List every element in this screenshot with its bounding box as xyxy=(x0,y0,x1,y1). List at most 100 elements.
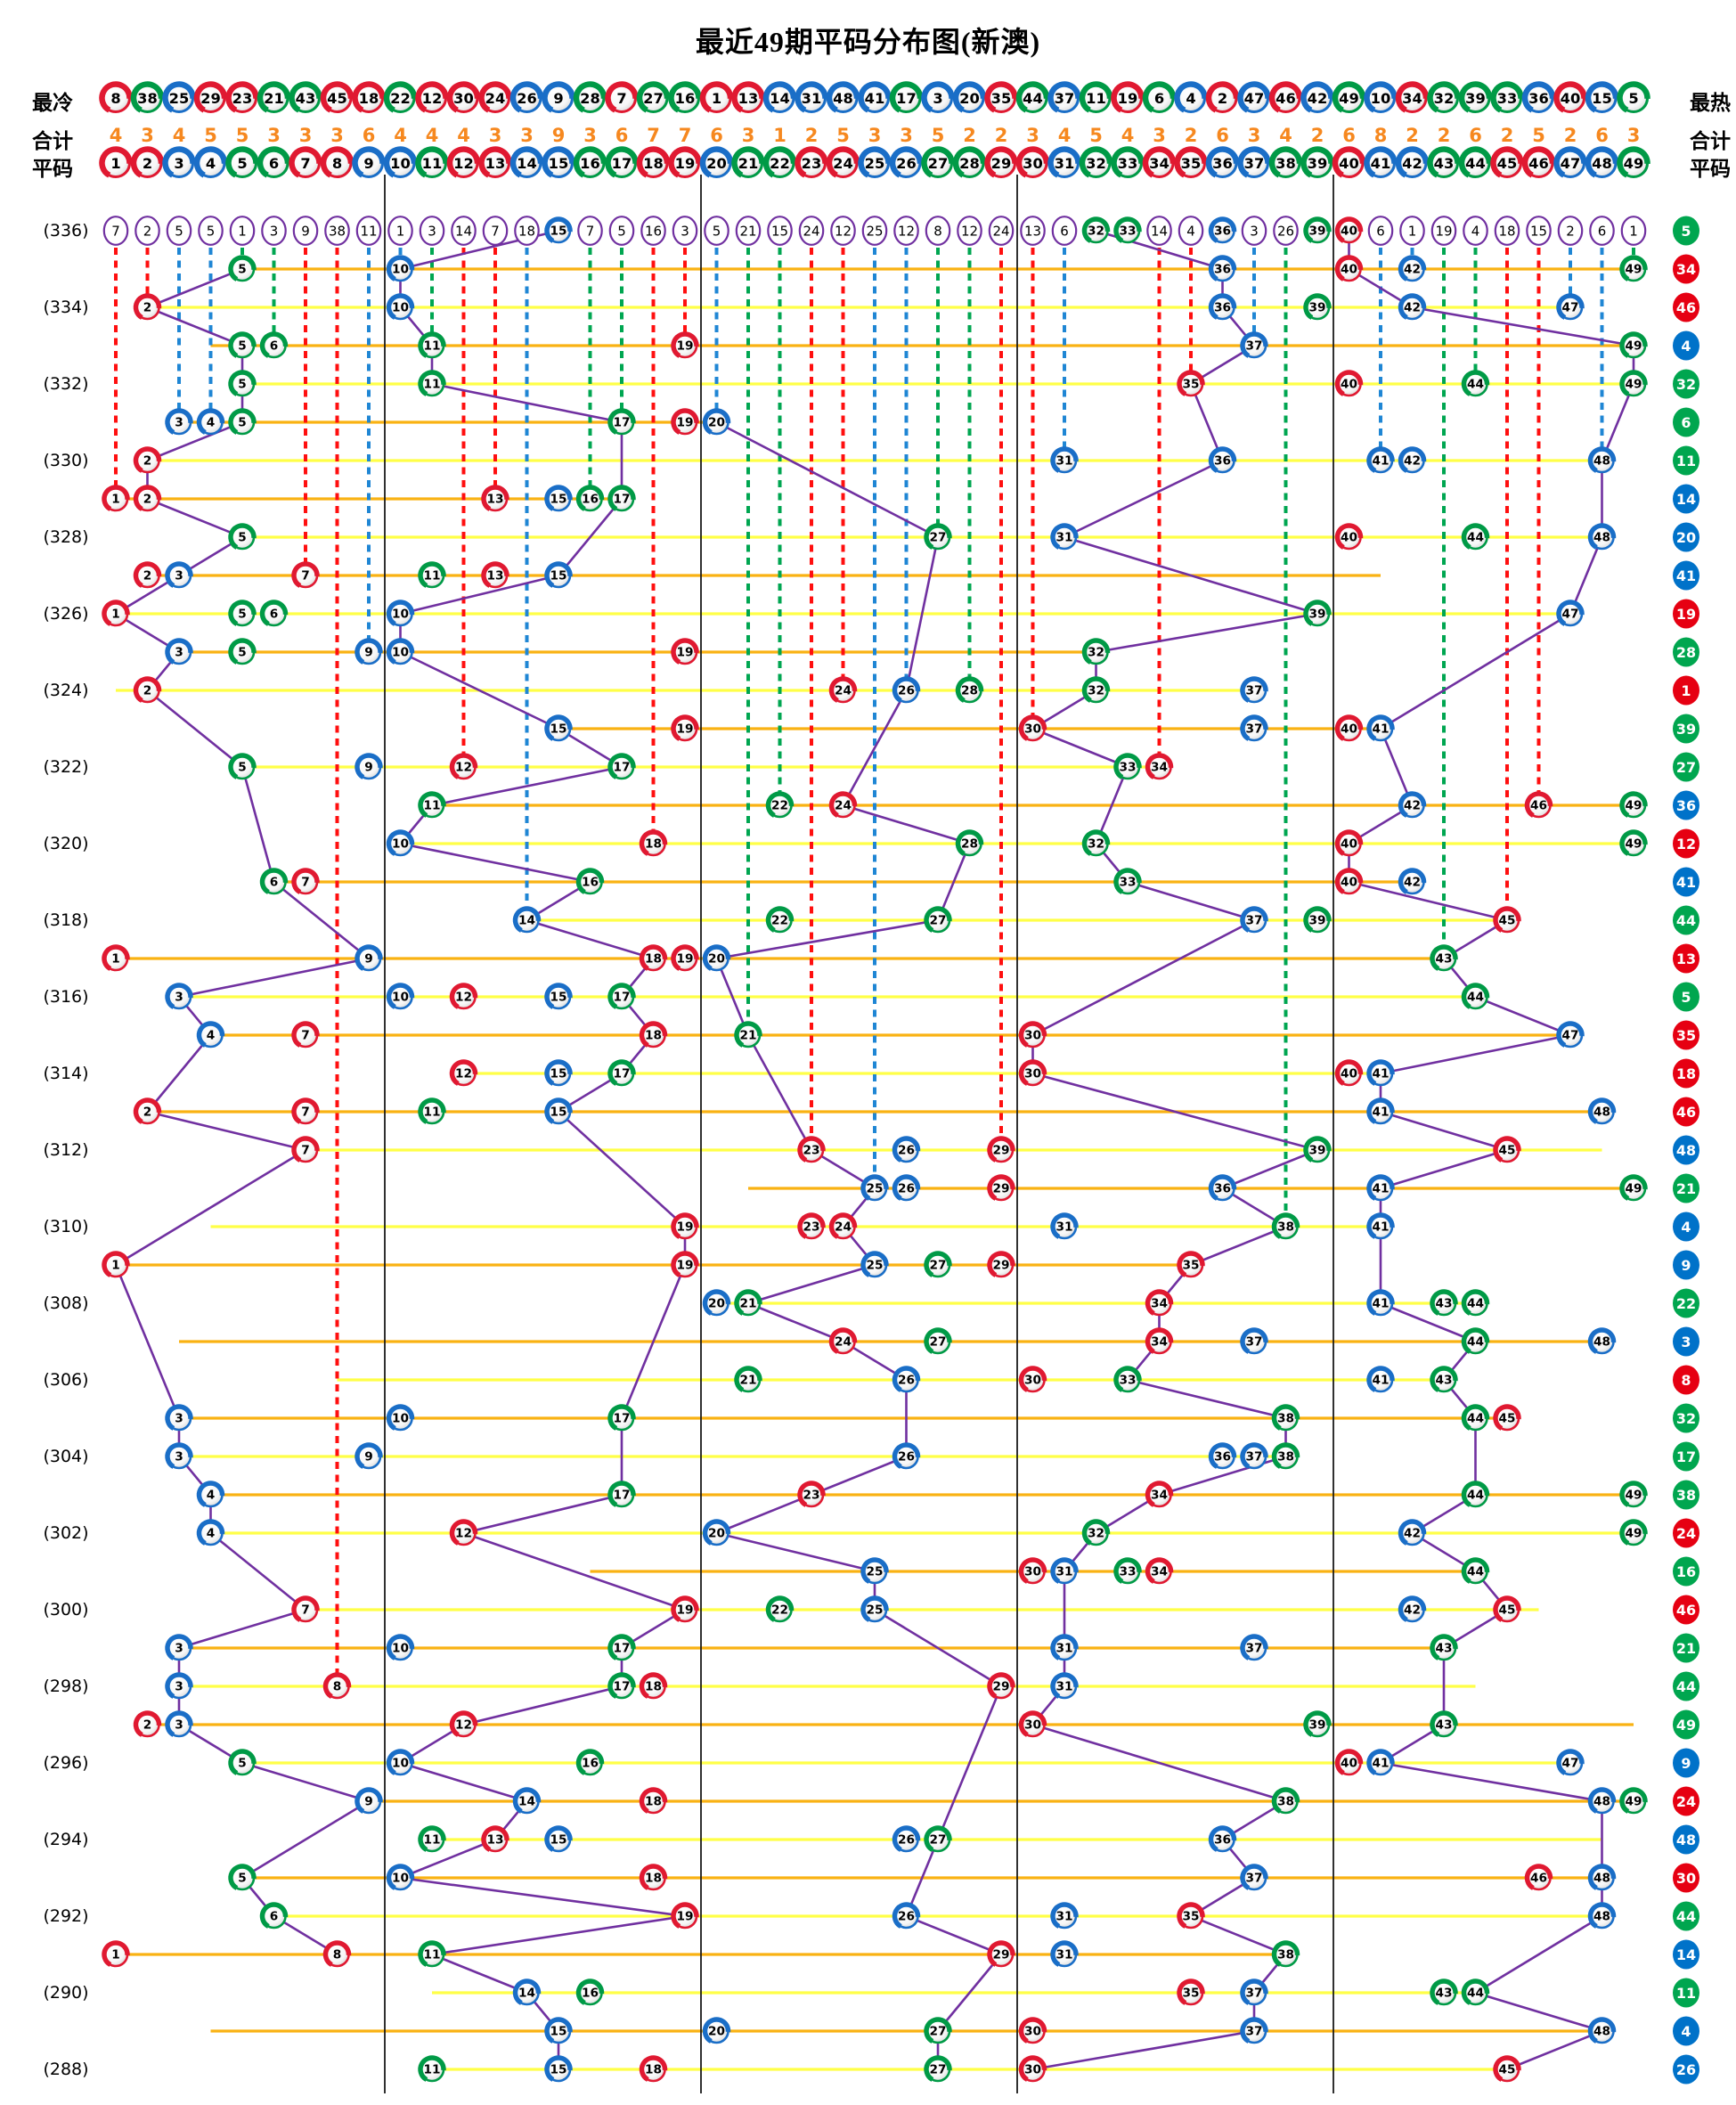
total-count: 3 xyxy=(583,125,597,146)
ball-number: 19 xyxy=(677,1220,694,1235)
number-ball xyxy=(481,561,509,590)
number-ball xyxy=(481,485,509,513)
ball-number: 49 xyxy=(1626,1489,1642,1503)
ball-number: 10 xyxy=(392,263,409,277)
number-ball xyxy=(1490,146,1524,180)
ball-number: 33 xyxy=(1120,876,1137,890)
ball-number: 29 xyxy=(993,1144,1010,1158)
coldest-label-left: 最冷 xyxy=(32,92,73,114)
ball-number: 5 xyxy=(238,378,247,392)
number-ball xyxy=(162,81,196,115)
number-ball xyxy=(355,638,383,666)
number-ball xyxy=(320,146,355,180)
ball-number: 14 xyxy=(518,1987,535,2001)
ball-number: 33 xyxy=(1120,224,1137,239)
special-badge xyxy=(1673,752,1699,782)
special-badge xyxy=(1673,1135,1699,1165)
ball-number: 9 xyxy=(364,952,373,967)
number-ball xyxy=(1619,829,1648,858)
ball-number: 17 xyxy=(614,1067,631,1081)
ball-number: 1 xyxy=(111,952,120,967)
ball-number: 37 xyxy=(1246,2025,1263,2039)
ball-number: 40 xyxy=(1341,378,1357,392)
number-ball xyxy=(165,1404,193,1432)
number-ball xyxy=(702,1289,731,1318)
number-ball xyxy=(639,1864,668,1892)
ball-number: 44 xyxy=(1467,1412,1484,1426)
number-ball xyxy=(573,146,607,180)
chart-text: 7 xyxy=(491,224,500,240)
number-ball xyxy=(987,1940,1015,1969)
number-ball xyxy=(1018,1557,1047,1586)
chart-text: 12 xyxy=(1676,836,1696,853)
ball-number: 19 xyxy=(677,1910,694,1924)
ball-number: 36 xyxy=(1214,301,1231,315)
ball-number: 32 xyxy=(1088,224,1104,239)
ball-number: 44 xyxy=(1467,991,1484,1005)
ball-number: 49 xyxy=(1624,155,1644,172)
ball-number: 31 xyxy=(1056,1910,1073,1924)
number-ball xyxy=(987,1251,1015,1279)
ball-number: 27 xyxy=(930,531,947,545)
ball-number: 30 xyxy=(1024,1718,1041,1733)
number-ball xyxy=(1334,714,1364,743)
number-ball xyxy=(509,146,544,180)
chart-text: 14 xyxy=(1676,1946,1696,1963)
number-ball xyxy=(193,146,228,180)
number-ball xyxy=(828,1327,858,1356)
total-count: 1 xyxy=(773,125,786,146)
ball-number: 8 xyxy=(332,155,342,172)
number-ball xyxy=(542,146,575,180)
ball-number: 19 xyxy=(677,952,694,967)
ball-number: 4 xyxy=(206,155,216,172)
number-ball xyxy=(386,1864,415,1892)
ball-number: 21 xyxy=(740,1297,757,1311)
number-ball xyxy=(1050,1634,1079,1662)
number-ball xyxy=(165,983,193,1011)
period-label: (332) xyxy=(43,374,88,394)
ball-number: 34 xyxy=(1151,1565,1168,1579)
total-count: 7 xyxy=(679,125,692,146)
miss-count-circle xyxy=(229,216,256,246)
ball-number: 27 xyxy=(930,1833,947,1848)
ball-number: 22 xyxy=(771,1603,788,1618)
number-ball xyxy=(952,81,987,115)
ball-number: 31 xyxy=(802,90,822,107)
number-ball xyxy=(449,1710,478,1739)
ball-number: 12 xyxy=(455,991,472,1005)
ball-number: 46 xyxy=(1530,1872,1547,1886)
number-ball xyxy=(512,1787,542,1815)
number-ball xyxy=(671,1902,699,1930)
total-count: 2 xyxy=(1406,125,1419,146)
number-ball xyxy=(1208,293,1237,322)
total-count: 3 xyxy=(1026,125,1039,146)
number-ball xyxy=(826,81,860,115)
ball-number: 26 xyxy=(898,1450,915,1465)
number-ball xyxy=(1398,1519,1427,1547)
ball-number: 3 xyxy=(175,991,183,1005)
ball-number: 19 xyxy=(677,722,694,737)
chart-text: 4 xyxy=(1681,2023,1691,2040)
number-ball xyxy=(1461,1979,1490,2007)
number-ball xyxy=(987,1174,1015,1203)
number-ball xyxy=(1521,146,1556,180)
ball-number: 26 xyxy=(898,1833,915,1848)
ball-number: 5 xyxy=(238,646,247,660)
ball-number: 39 xyxy=(1309,1718,1326,1733)
number-ball xyxy=(1332,146,1366,180)
chart-text: 1 xyxy=(1681,682,1691,699)
ball-number: 12 xyxy=(455,1067,472,1081)
ball-number: 12 xyxy=(453,155,474,172)
special-badge xyxy=(1673,1633,1699,1663)
ball-number: 27 xyxy=(930,2063,947,2077)
number-ball xyxy=(1237,81,1271,115)
special-badge xyxy=(1673,484,1699,514)
ball-number: 42 xyxy=(1404,1603,1421,1618)
number-ball xyxy=(1461,1289,1490,1318)
ball-number: 45 xyxy=(1497,155,1518,172)
number-ball xyxy=(196,1021,225,1049)
ball-number: 43 xyxy=(1436,1642,1453,1656)
number-ball xyxy=(1430,1366,1458,1394)
number-ball xyxy=(668,81,702,115)
